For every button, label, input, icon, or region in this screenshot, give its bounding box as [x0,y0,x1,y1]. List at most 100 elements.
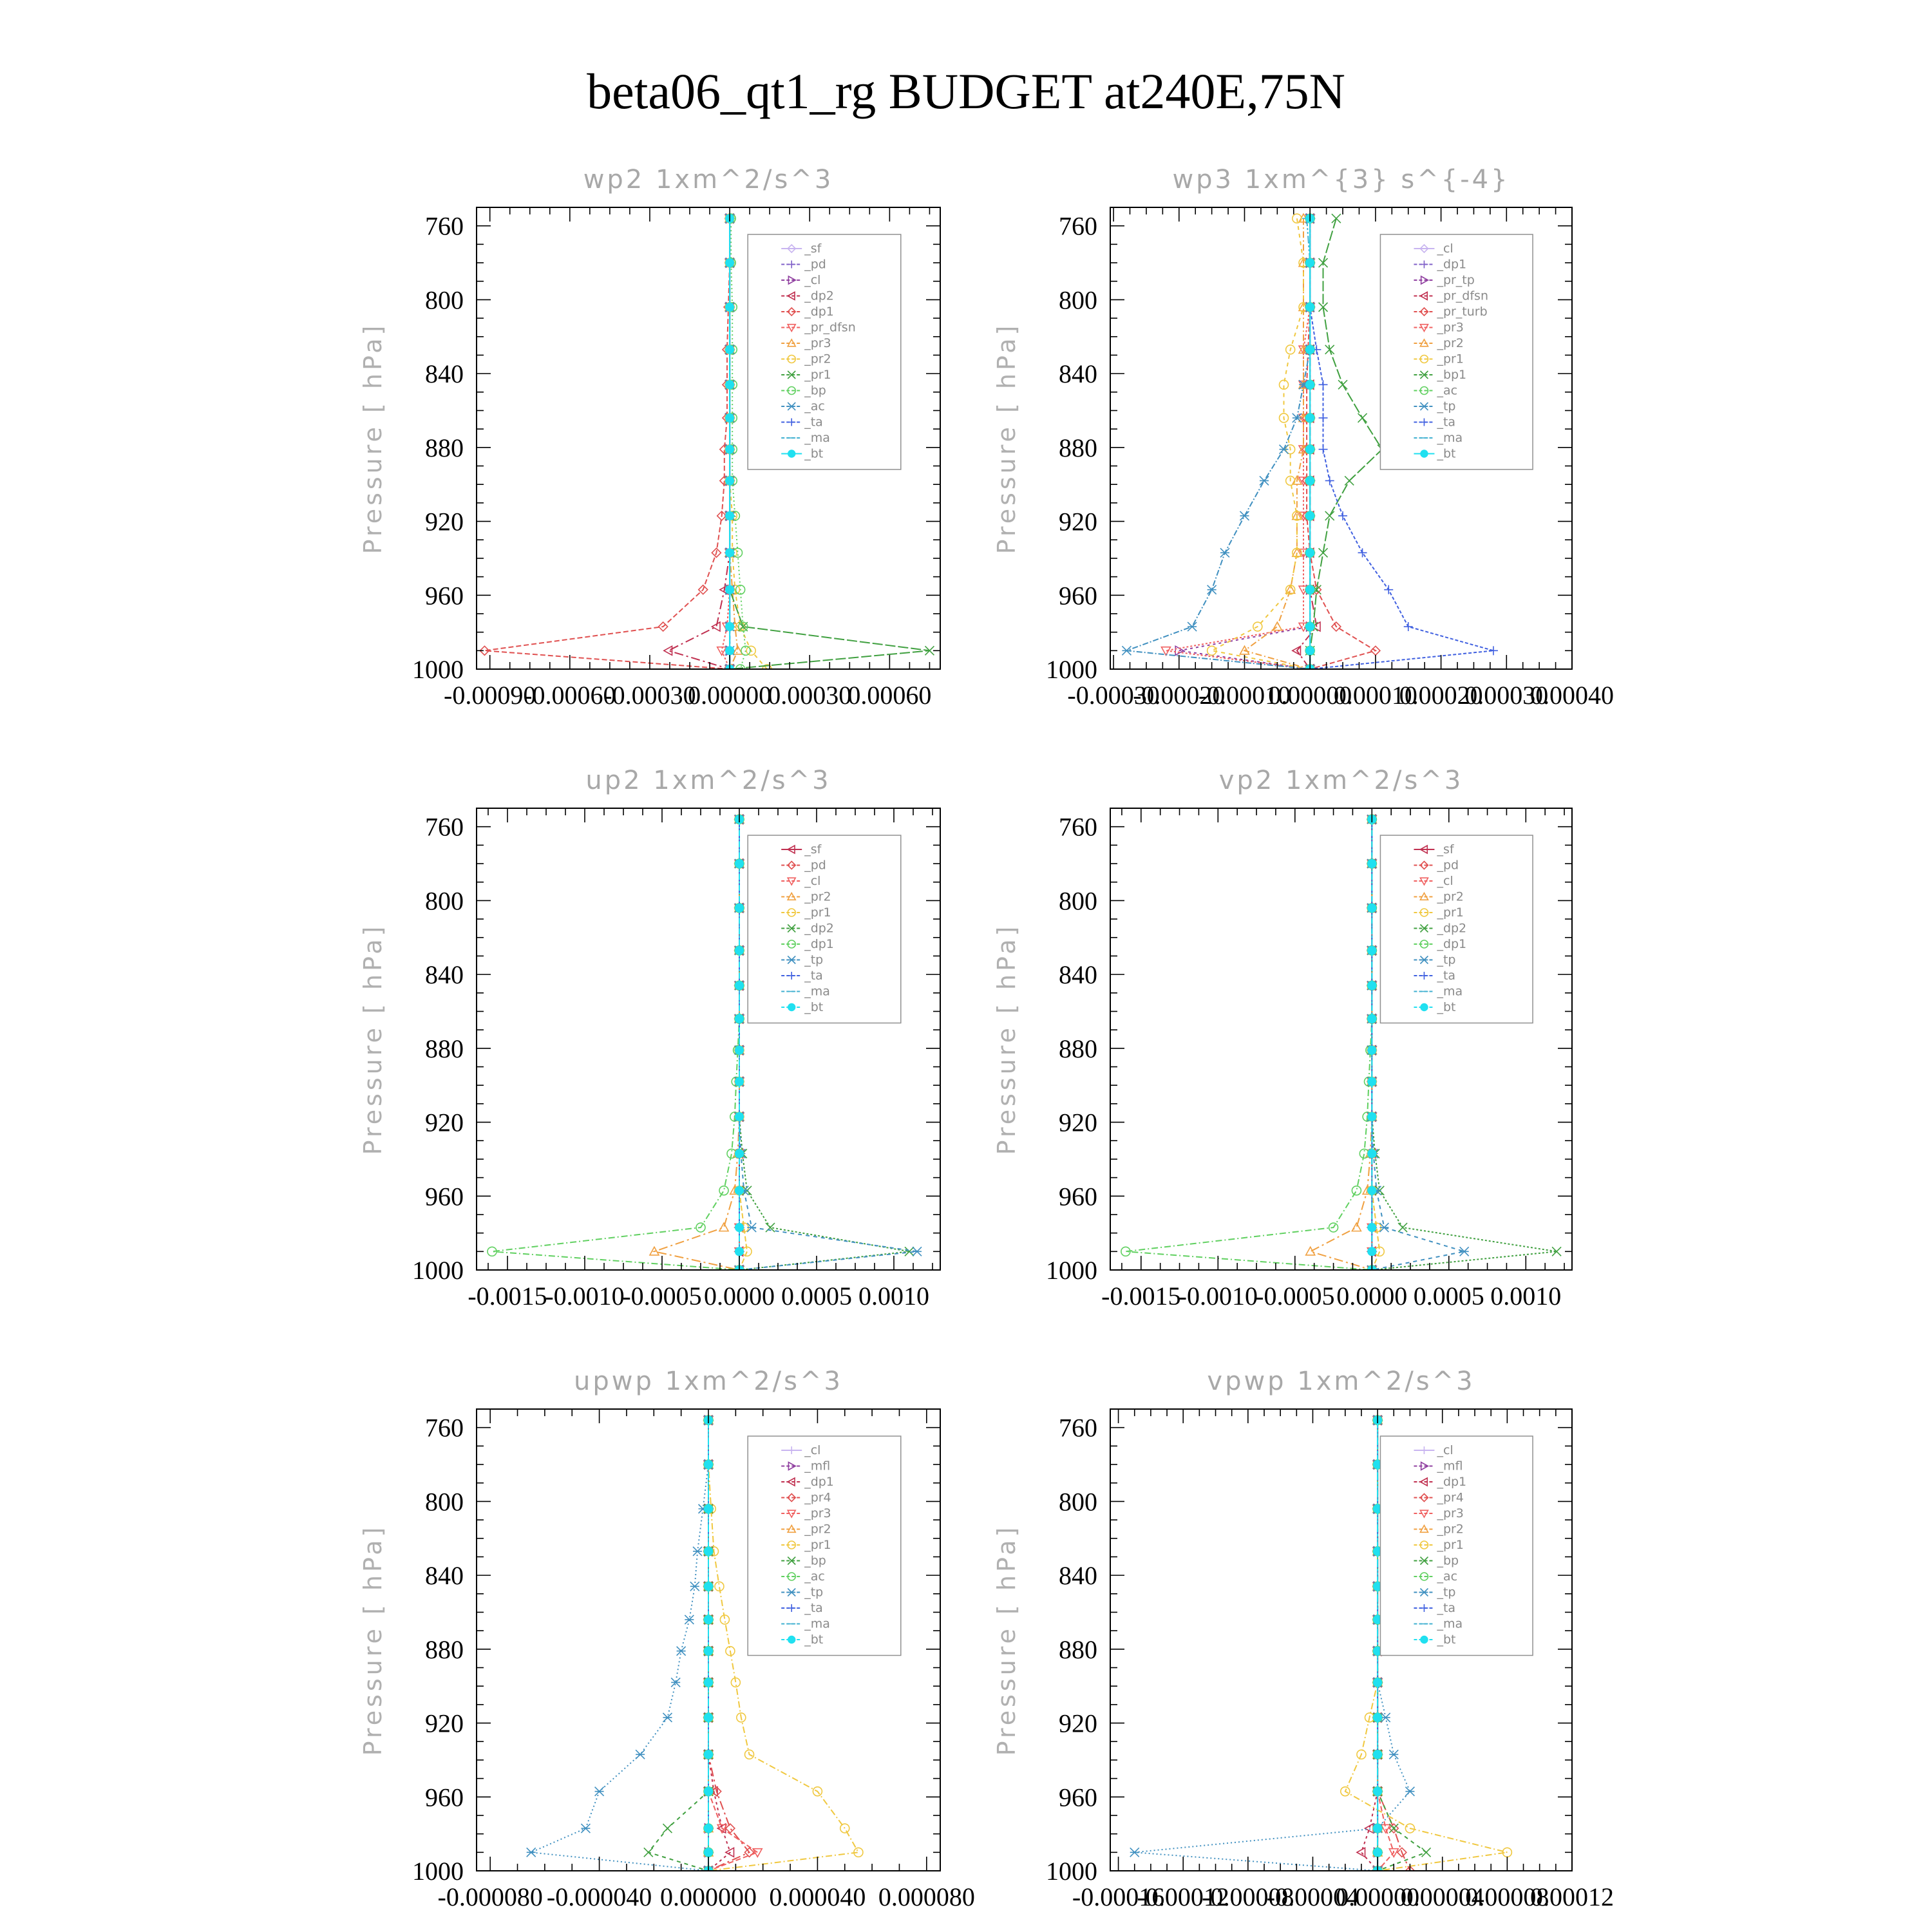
legend-label: _cl [804,273,820,287]
data-point [734,1222,744,1233]
data-point [1305,258,1315,268]
data-point [719,1185,729,1196]
legend-item: _ma [781,985,830,999]
data-point [1367,945,1377,955]
data-point [1459,1246,1470,1256]
legend-item: _tp [1414,953,1455,967]
data-point [730,1677,741,1688]
series-line [1309,218,1383,669]
data-point [716,1824,728,1834]
x-tick-label: 0.00012 [1530,1882,1614,1911]
legend: _cl _mfl _dp1 _pr4_pr3 _pr2_pr1 _bp_ac _tp_ta _… [1379,1435,1533,1656]
legend-item: _ma [781,1617,830,1631]
y-tick-label: 800 [425,1487,464,1516]
x-tick-label: -0.00090 [444,681,536,710]
data-point [912,1246,922,1256]
legend-item: _bp [781,1554,826,1568]
legend-item: _pr_dfsn [781,321,856,335]
legend-marker [1419,1524,1429,1533]
legend-label: _ma [804,431,830,445]
legend-item: _pr2 [1414,890,1464,904]
data-point [734,858,744,869]
data-point [1278,413,1289,423]
data-point [703,1712,714,1723]
legend-marker [1419,1556,1429,1566]
data-point [737,621,748,632]
data-point [703,1459,714,1470]
y-tick-label: 800 [425,285,464,314]
legend-item: _bt [781,1633,823,1647]
legend-label: _ta [1436,969,1455,983]
legend-item: _pr2 [781,1522,831,1537]
y-tick-label: 920 [1059,1108,1097,1137]
data-point [1381,1712,1391,1723]
legend-item: _ta [781,415,823,430]
data-point [703,1848,714,1857]
data-point [1351,1222,1362,1232]
legend-label: _pr4 [1436,1491,1463,1505]
legend-marker [1419,307,1429,317]
legend-box [747,835,902,1024]
legend-marker [787,450,796,458]
data-point [1253,621,1263,632]
legend-marker [1419,844,1428,855]
data-point [1292,511,1302,521]
x-tick-label: 0.0000 [1336,1282,1407,1311]
y-tick-label: 760 [425,212,464,241]
data-point [1380,1824,1392,1834]
legend-label: _pr2 [804,352,831,366]
data-point [1121,645,1132,656]
data-point [1340,1786,1350,1797]
data-point [1318,380,1328,390]
series-bt [734,815,744,1270]
legend-marker [1419,860,1429,870]
plot-frame [476,808,941,1271]
y-tick-label: 960 [425,1783,464,1812]
legend: _cl _mfl _dp1 _pr4_pr3 _pr2_pr1 _bp_ac _tp_ta _… [747,1435,902,1656]
y-tick-label: 800 [1059,285,1097,314]
x-tick-label: 0.000080 [878,1882,975,1911]
data-point [580,1823,591,1833]
legend-label: _bt [804,1000,823,1014]
data-point [1367,1077,1377,1086]
series-line [1209,218,1311,669]
legend-label: _bt [804,1633,823,1647]
x-tick-label: 0.00000 [1268,681,1352,710]
legend-item: _cl [1414,242,1454,256]
data-point [663,645,673,656]
data-point [1367,1112,1377,1122]
legend-marker [1419,1510,1429,1519]
data-point [1331,213,1341,223]
legend-item: _ma [1414,1617,1463,1631]
legend-item: _pr1 [1414,1538,1464,1552]
legend-label: _dp2 [1436,922,1466,936]
data-point [1356,1749,1367,1760]
legend-label: _tp [1436,953,1455,967]
data-point [1305,444,1315,454]
legend-item: _pr3 [781,1506,831,1520]
x-tick-label: -0.0010 [545,1282,624,1311]
legend-marker [1419,1587,1429,1597]
data-point [487,1246,497,1257]
data-point [1388,1823,1399,1834]
data-point [1318,258,1329,268]
y-axis-label: Pressure [ hPa] [992,1524,1021,1756]
data-point [924,645,935,656]
legend-item: _dp1 [781,937,834,951]
data-point [1291,510,1303,520]
x-tick-label: 0.0010 [858,1282,929,1311]
data-point [1367,1014,1377,1024]
series-line [484,218,731,669]
legend-item: _cl [781,1443,820,1457]
data-point [734,1014,744,1024]
plot-area [479,213,935,669]
data-point [703,1646,714,1656]
data-point [1278,444,1289,455]
legend-label: _pr1 [804,368,831,382]
legend-item: _pd [1414,858,1459,873]
data-point [725,476,735,486]
legend-label: _ac [1436,1569,1457,1584]
data-point [752,1848,763,1858]
legend-marker [1419,370,1429,379]
legend-marker [786,877,797,886]
